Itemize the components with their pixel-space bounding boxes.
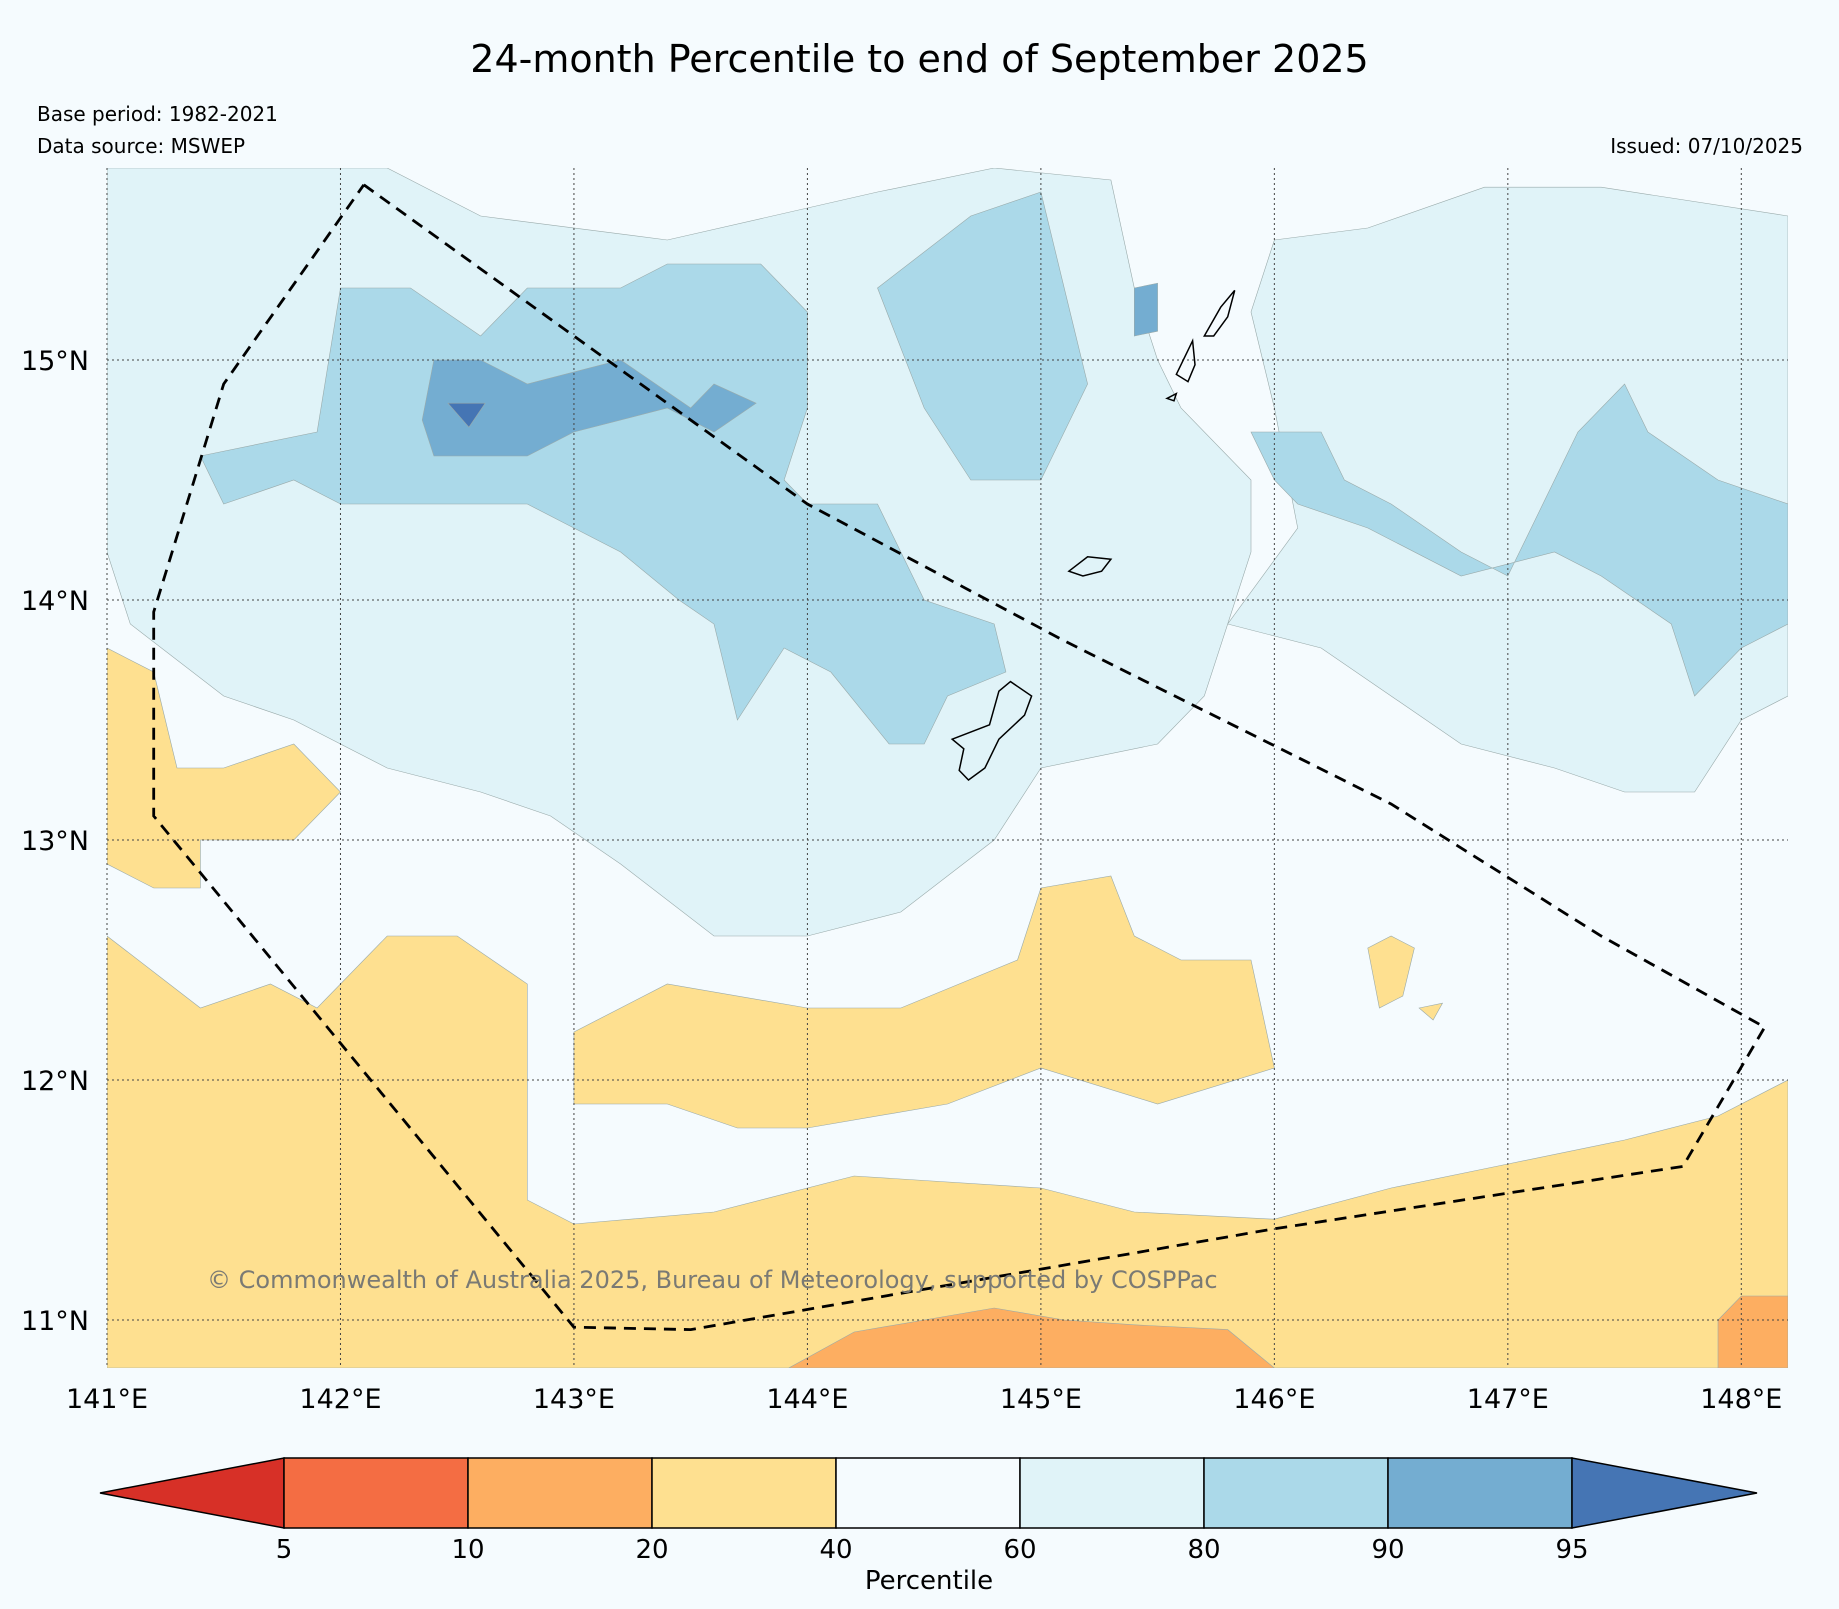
lon-tick-label: 142°E [299,1384,381,1415]
region-90-95 [1134,282,1158,337]
region-90-95 [421,359,757,457]
region-20-40 [1367,935,1415,1009]
lon-tick-label: 141°E [66,1384,148,1415]
colorbar-extend-low [99,1457,285,1529]
eez-boundary-line [152,183,1767,1332]
colorbar-title: Percentile [865,1566,993,1596]
percentile-regions [107,168,1788,1368]
lat-tick-label: 11°N [21,1306,89,1337]
island-outlines [950,289,1236,781]
graticule [106,168,1788,1368]
colorbar-tick-label: 60 [1003,1535,1036,1565]
island-aguijan [1165,392,1178,402]
lon-tick-label: 145°E [1000,1384,1082,1415]
colorbar-segment-20-40 [651,1457,837,1529]
lon-tick-label: 144°E [766,1384,848,1415]
island-guam [950,680,1033,781]
colorbar-segment-60-80 [1019,1457,1205,1529]
colorbar-tick-label: 80 [1187,1535,1220,1565]
region-80-90 [199,263,1007,745]
base-period-label: Base period: 1982-2021 [37,102,278,126]
lon-tick-label: 146°E [1233,1384,1315,1415]
lon-tick-label: 143°E [533,1384,615,1415]
colorbar-segment-5-10 [283,1457,469,1529]
region-80-90 [877,191,1088,481]
region-20-40 [107,935,1788,1368]
lat-tick-label: 14°N [21,586,89,617]
island-tinian [1175,338,1196,383]
region-20-40 [573,875,1275,1129]
data-source-label: Data source: MSWEP [37,134,246,158]
colorbar-segment-10-20 [467,1457,653,1529]
colorbar: 5 10 20 40 60 80 90 95 Percentile [99,1457,1758,1596]
region-10-20 [1717,1295,1788,1368]
colorbar-tick-label: 20 [635,1535,668,1565]
island-rota [1067,556,1113,577]
colorbar-segment-40-60 [835,1457,1021,1529]
region-above-95 [447,402,486,428]
colorbar-tick-label: 40 [819,1535,852,1565]
lon-tick-label: 147°E [1467,1384,1549,1415]
copyright-notice: © Commonwealth of Australia 2025, Bureau… [207,1266,1218,1294]
region-80-90 [1250,383,1788,697]
lat-tick-label: 12°N [21,1066,89,1097]
colorbar-segment-80-90 [1203,1457,1389,1529]
colorbar-extend-high [1571,1457,1758,1529]
colorbar-tick-label: 95 [1555,1535,1588,1565]
region-10-20 [788,1307,1275,1368]
region-20-40 [1418,1002,1444,1021]
axis-tick-labels: 141°E 142°E 143°E 144°E 145°E 146°E 147°E 148°E… [21,346,1782,1415]
lat-tick-label: 13°N [21,826,89,857]
island-saipan [1203,289,1236,337]
page-title: 24-month Percentile to end of September … [470,37,1369,81]
issued-date-label: Issued: 07/10/2025 [1610,134,1803,158]
colorbar-tick-label: 90 [1371,1535,1404,1565]
colorbar-segment-90-95 [1387,1457,1573,1529]
lat-tick-label: 15°N [21,346,89,377]
colorbar-tick-label: 10 [451,1535,484,1565]
colorbar-tick-label: 5 [276,1535,293,1565]
lon-tick-label: 148°E [1700,1384,1782,1415]
